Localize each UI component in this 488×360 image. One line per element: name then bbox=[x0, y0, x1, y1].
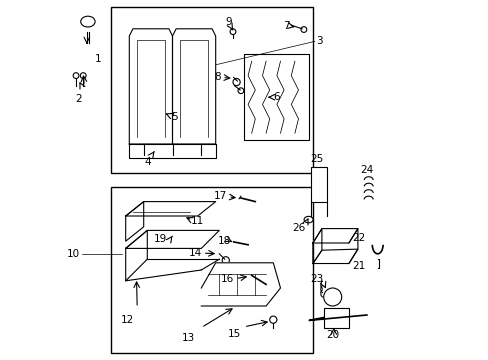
Text: 9: 9 bbox=[224, 17, 231, 27]
Text: 11: 11 bbox=[190, 216, 203, 226]
Bar bbox=[244, 54, 309, 140]
Text: 18: 18 bbox=[217, 236, 230, 246]
Circle shape bbox=[301, 27, 306, 32]
Text: 17: 17 bbox=[214, 191, 227, 201]
Text: 15: 15 bbox=[227, 329, 241, 339]
Text: 25: 25 bbox=[309, 154, 323, 164]
Text: 5: 5 bbox=[170, 112, 177, 122]
Text: 1: 1 bbox=[95, 54, 102, 64]
Circle shape bbox=[230, 29, 235, 35]
Text: 2: 2 bbox=[75, 94, 81, 104]
Polygon shape bbox=[125, 202, 215, 216]
Text: 22: 22 bbox=[351, 233, 365, 243]
Circle shape bbox=[73, 73, 79, 78]
Bar bbox=[111, 187, 312, 353]
Text: 8: 8 bbox=[214, 72, 221, 82]
Text: 4: 4 bbox=[143, 157, 150, 167]
Text: 6: 6 bbox=[273, 92, 279, 102]
Text: 24: 24 bbox=[360, 165, 373, 175]
Polygon shape bbox=[312, 229, 357, 243]
Text: 14: 14 bbox=[188, 248, 202, 258]
Text: 16: 16 bbox=[220, 274, 233, 284]
Circle shape bbox=[269, 316, 276, 323]
Circle shape bbox=[80, 73, 86, 78]
Circle shape bbox=[222, 257, 229, 264]
Text: 12: 12 bbox=[121, 315, 134, 325]
Polygon shape bbox=[125, 230, 219, 248]
Text: 3: 3 bbox=[316, 36, 323, 46]
Text: 7: 7 bbox=[282, 21, 289, 31]
Ellipse shape bbox=[81, 16, 95, 27]
Text: 13: 13 bbox=[182, 333, 195, 343]
Text: 26: 26 bbox=[292, 223, 305, 233]
Bar bbox=[310, 167, 326, 202]
Text: 23: 23 bbox=[310, 274, 323, 284]
Bar bbox=[323, 308, 348, 328]
Text: 21: 21 bbox=[351, 261, 365, 271]
Text: 20: 20 bbox=[325, 330, 339, 341]
Text: 10: 10 bbox=[66, 249, 80, 259]
Circle shape bbox=[323, 288, 341, 306]
Polygon shape bbox=[201, 263, 280, 306]
Circle shape bbox=[232, 78, 240, 86]
Ellipse shape bbox=[304, 216, 312, 223]
Text: 19: 19 bbox=[154, 234, 167, 244]
Circle shape bbox=[238, 88, 244, 94]
Bar bbox=[111, 7, 312, 173]
